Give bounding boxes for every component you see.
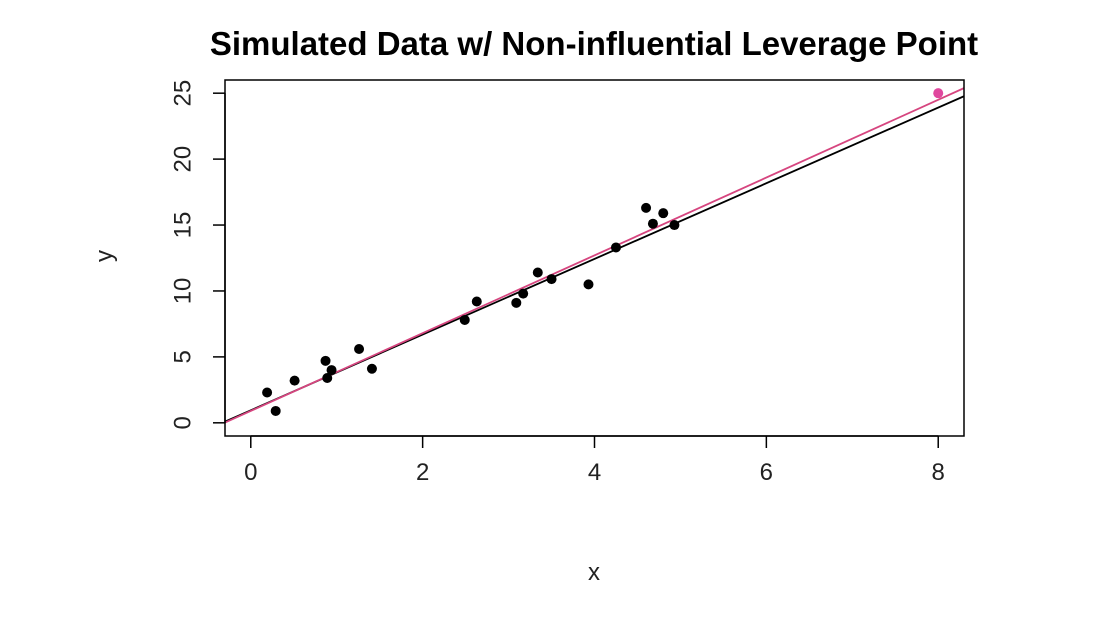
y-tick-label: 25	[170, 80, 197, 107]
data-point	[518, 288, 529, 299]
y-axis-label: y	[91, 250, 118, 262]
data-point	[610, 242, 621, 253]
y-tick-label: 15	[170, 212, 197, 239]
data-point	[583, 279, 594, 290]
x-tick-label: 4	[588, 459, 601, 486]
regression-lines	[225, 87, 964, 424]
x-tick-label: 0	[244, 459, 257, 486]
y-tick-label: 5	[170, 350, 197, 363]
data-point	[532, 267, 543, 278]
data-point	[658, 208, 669, 219]
y-tick-label: 10	[170, 278, 197, 305]
leverage-point	[933, 88, 944, 99]
data-point	[647, 218, 658, 229]
x-tick-label: 2	[416, 459, 429, 486]
data-point	[459, 314, 470, 325]
x-tick-label: 6	[760, 459, 773, 486]
y-axis: 0 5 10 15 20 25	[170, 80, 226, 429]
data-point	[511, 297, 522, 308]
data-point	[320, 355, 331, 366]
x-axis-label: x	[588, 559, 600, 586]
data-point	[262, 387, 273, 398]
data-point	[289, 375, 300, 386]
data-point	[354, 343, 365, 354]
data-point	[322, 372, 333, 383]
data-point	[326, 365, 337, 376]
data-points	[262, 88, 944, 416]
data-point	[270, 405, 281, 416]
x-axis: 0 2 4 6 8	[244, 435, 945, 486]
regression-line-2	[225, 87, 964, 424]
x-tick-label: 8	[932, 459, 945, 486]
data-point	[641, 202, 652, 213]
data-point	[366, 363, 377, 374]
y-tick-label: 20	[170, 146, 197, 173]
data-point	[471, 296, 482, 307]
data-point	[546, 274, 557, 285]
y-tick-label: 0	[170, 416, 197, 429]
data-point	[669, 220, 680, 231]
chart-title: Simulated Data w/ Non-influential Levera…	[210, 25, 978, 62]
